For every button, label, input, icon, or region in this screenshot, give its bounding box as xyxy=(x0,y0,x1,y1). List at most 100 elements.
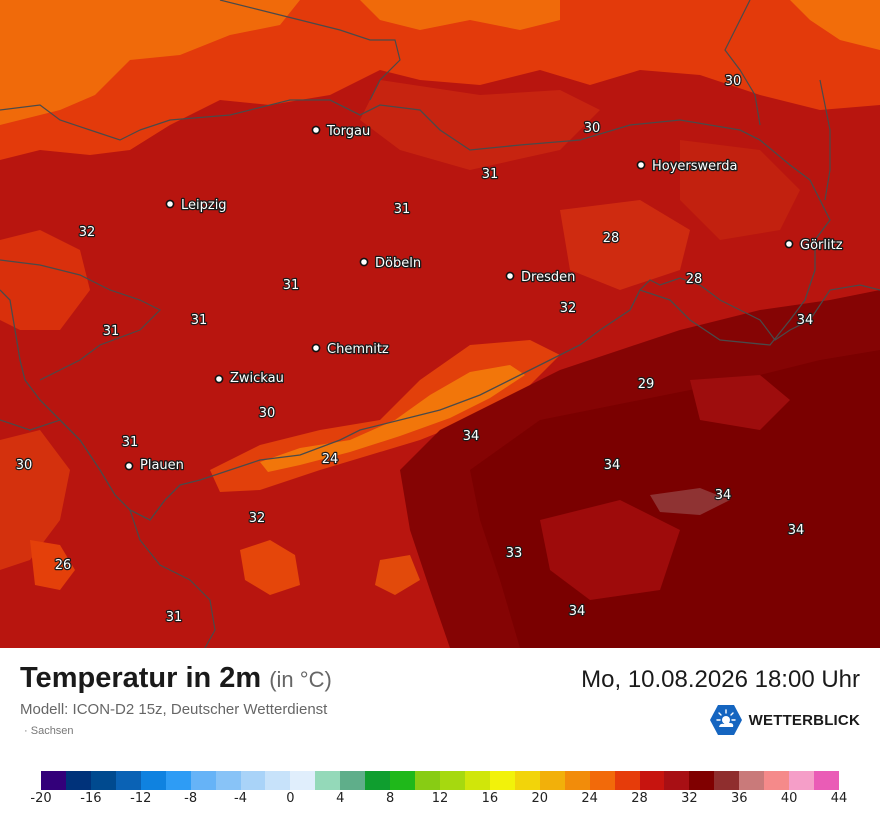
legend-ticks: -20 -16 -12 -8 -4 0 4 8 12 16 20 24 28 32 36 40 44 xyxy=(0,791,880,811)
temperature-value: 31 xyxy=(482,167,499,182)
map-footer: Temperatur in 2m (in °C) Modell: ICON-D2 … xyxy=(0,648,880,830)
temperature-value: 32 xyxy=(79,225,96,240)
temperature-value: 34 xyxy=(797,313,814,328)
legend-swatch xyxy=(689,771,715,790)
legend-swatch xyxy=(215,771,241,790)
temperature-value: 31 xyxy=(122,435,139,450)
legend-swatch xyxy=(365,771,391,790)
temperature-value: 34 xyxy=(569,604,586,619)
temperature-value: 30 xyxy=(16,458,33,473)
temperature-value: 26 xyxy=(55,558,72,573)
city-label: Hoyerswerda xyxy=(652,159,738,174)
temperature-zone-vogtland xyxy=(30,540,75,590)
temperature-value: 33 xyxy=(506,546,523,561)
legend-swatch xyxy=(165,771,191,790)
city-label: Zwickau xyxy=(230,371,284,386)
legend-swatch xyxy=(514,771,540,790)
legend-swatch xyxy=(614,771,640,790)
city-label: Chemnitz xyxy=(327,342,389,357)
legend-swatch xyxy=(589,771,615,790)
legend-tick-label: 36 xyxy=(730,791,748,806)
city-marker-plauen: Plauen xyxy=(124,457,185,474)
map-title-text: Temperatur in 2m xyxy=(20,662,262,694)
legend-swatch xyxy=(739,771,765,790)
region-name: Sachsen xyxy=(30,725,74,737)
temperature-value: 31 xyxy=(394,202,411,217)
legend-swatch xyxy=(564,771,590,790)
city-marker-zwickau: Zwickau xyxy=(214,370,285,387)
brand-logo: WETTERBLICK xyxy=(709,704,860,736)
border-state-brandenburg xyxy=(219,0,401,101)
legend-tick-label: 20 xyxy=(531,791,549,806)
legend-swatch xyxy=(714,771,740,790)
city-marker-leipzig: Leipzig xyxy=(165,197,228,214)
map-title: Temperatur in 2m (in °C) xyxy=(20,662,332,695)
legend-tick-label: 12 xyxy=(431,791,449,806)
color-legend xyxy=(41,771,839,790)
temperature-value: 31 xyxy=(103,324,120,339)
legend-swatch xyxy=(464,771,490,790)
legend-swatch xyxy=(789,771,815,790)
temperature-zone-northeast xyxy=(790,0,880,50)
legend-tick-label: 24 xyxy=(581,791,598,806)
border-state-thuringia xyxy=(0,259,162,381)
temperature-map: Torgau Hoyerswerda Leipzig Görlitz Döbel… xyxy=(0,0,880,648)
border-southwest xyxy=(0,419,81,441)
city-label: Plauen xyxy=(140,458,184,473)
temperature-zone-west xyxy=(0,230,90,330)
temperature-zone-east-mid xyxy=(680,140,800,240)
temperature-value: 30 xyxy=(725,74,742,89)
legend-tick-label: 44 xyxy=(830,791,848,806)
legend-tick-label: 32 xyxy=(681,791,698,806)
legend-swatch xyxy=(65,771,91,790)
legend-tick-label: 40 xyxy=(780,791,798,806)
legend-tick-label: -12 xyxy=(130,791,152,806)
border-state-north xyxy=(0,104,141,141)
temperature-value: 28 xyxy=(603,231,620,246)
temperature-value: 28 xyxy=(686,272,703,287)
city-marker-chemnitz: Chemnitz xyxy=(311,341,390,358)
temperature-zone-erzgebirge-west xyxy=(240,540,300,595)
legend-swatch xyxy=(390,771,416,790)
legend-swatch xyxy=(539,771,565,790)
legend-tick-label: 28 xyxy=(631,791,648,806)
city-label: Leipzig xyxy=(181,198,227,213)
temperature-value: 32 xyxy=(560,301,577,316)
temperature-zone-fichtelberg xyxy=(375,555,420,595)
legend-swatch xyxy=(240,771,266,790)
sun-cloud-icon xyxy=(709,705,742,735)
legend-swatch xyxy=(814,771,839,790)
legend-swatch xyxy=(440,771,465,790)
temperature-value: 32 xyxy=(249,511,266,526)
legend-swatch xyxy=(764,771,790,790)
legend-tick-label: -20 xyxy=(30,791,52,806)
temperature-zone-north-east xyxy=(360,0,560,30)
temperature-zone-bohemia-mid xyxy=(540,500,680,600)
legend-swatch xyxy=(115,771,141,790)
legend-tick-label: 8 xyxy=(385,791,395,806)
temperature-value: 30 xyxy=(584,121,601,136)
city-marker-dresden: Dresden xyxy=(505,269,577,286)
temperature-zone-northwest xyxy=(0,0,300,125)
border-country-poland xyxy=(724,0,761,126)
temperature-zone-bohemia-peak xyxy=(650,488,730,515)
temperature-value: 31 xyxy=(166,610,183,625)
legend-swatch xyxy=(489,771,515,790)
temperature-value: 31 xyxy=(191,313,208,328)
city-marker-doebeln: Döbeln xyxy=(359,255,422,272)
border-country-bavaria xyxy=(129,509,216,648)
city-label: Döbeln xyxy=(375,256,421,271)
city-label: Görlitz xyxy=(800,238,843,253)
city-label: Dresden xyxy=(521,270,575,285)
border-country-czech xyxy=(639,277,880,341)
city-marker-torgau: Torgau xyxy=(311,123,372,140)
legend-swatch xyxy=(140,771,166,790)
temperature-value: 34 xyxy=(715,488,732,503)
city-label: Torgau xyxy=(326,124,370,139)
map-unit: (in °C) xyxy=(269,667,332,692)
legend-swatch xyxy=(340,771,366,790)
city-marker-hoyerswerda: Hoyerswerda xyxy=(636,158,739,175)
legend-tick-label: 0 xyxy=(286,791,295,806)
temperature-zone-north xyxy=(0,0,880,160)
temperature-zone-mid xyxy=(360,80,600,170)
